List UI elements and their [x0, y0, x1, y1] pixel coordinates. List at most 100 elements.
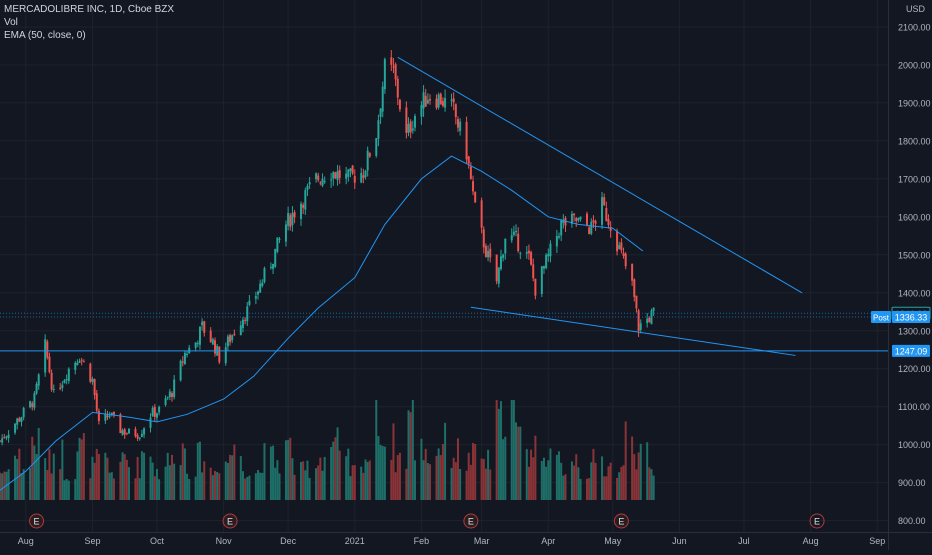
candle-body: [35, 384, 38, 394]
volume-bar: [22, 469, 25, 500]
volume-bar: [601, 456, 604, 500]
candle-body: [368, 153, 371, 157]
candle-body: [304, 190, 307, 210]
volume-bar: [575, 454, 578, 500]
volume-bar: [336, 427, 339, 500]
y-tick-label: 1900.00: [898, 98, 931, 108]
volume-bar: [119, 461, 122, 500]
candle-body: [594, 221, 597, 224]
volume-bar: [108, 472, 111, 500]
volume-bar: [110, 472, 113, 500]
volume-bar: [353, 465, 356, 500]
candle-body: [547, 253, 550, 257]
volume-bar: [248, 475, 251, 500]
candle-body: [609, 226, 612, 232]
symbol-title[interactable]: MERCADOLIBRE INC, 1D, Cboe BZX: [4, 4, 175, 15]
volume-bar: [639, 443, 642, 500]
candle-body: [648, 317, 651, 323]
candle-body: [549, 243, 552, 257]
volume-bar: [179, 465, 182, 500]
candle-body: [585, 213, 588, 226]
volume-bar: [585, 478, 588, 500]
candle-body: [224, 347, 227, 364]
volume-bar: [20, 473, 23, 500]
candle-body: [138, 437, 141, 439]
volume-bar: [484, 468, 487, 500]
volume-bar: [63, 480, 66, 500]
volume-bar: [555, 454, 558, 500]
candle-body: [487, 250, 490, 258]
volume-bar: [504, 436, 507, 500]
candle-body: [317, 175, 320, 181]
candle-body: [347, 169, 350, 177]
candle-body: [426, 99, 429, 104]
y-tick-label: 1100.00: [898, 402, 930, 412]
candle-body: [121, 430, 124, 435]
chart-legend: MERCADOLIBRE INC, 1D, Cboe BZX Vol EMA (…: [4, 3, 174, 42]
post-price-label-box: [892, 310, 930, 323]
candle-body: [18, 418, 21, 422]
candle-body: [383, 59, 386, 90]
volume-bar: [155, 468, 158, 500]
volume-bar: [618, 472, 621, 500]
candle-body: [171, 393, 174, 397]
volume-indicator-label[interactable]: Vol: [4, 17, 18, 28]
candle-body: [616, 231, 619, 252]
candle-body: [67, 368, 70, 382]
volume-bar: [241, 471, 244, 500]
candle-body: [44, 339, 47, 373]
x-tick-label: Aug: [18, 536, 34, 546]
volume-bar: [534, 435, 537, 500]
volume-bar: [592, 448, 595, 500]
candle-body: [588, 227, 591, 234]
candle-body: [497, 267, 500, 284]
candle-body: [263, 268, 266, 282]
candle-body: [181, 361, 184, 363]
ema-line: [0, 155, 644, 491]
lower-trendline: [470, 306, 796, 356]
volume-bar: [648, 467, 651, 500]
candle-body: [633, 279, 636, 297]
candle-body: [143, 428, 146, 435]
drawing-layer[interactable]: [0, 56, 888, 356]
x-tick-label: Nov: [216, 536, 233, 546]
candle-layer: [0, 50, 655, 446]
candle-body: [392, 66, 395, 68]
currency-label: USD: [906, 4, 926, 14]
candle-body: [405, 107, 408, 133]
volume-bar: [229, 454, 232, 500]
volume-bar: [138, 478, 141, 500]
candle-body: [196, 343, 199, 345]
volume-bar: [224, 461, 227, 500]
candle-body: [504, 238, 507, 254]
candle-body: [534, 278, 537, 296]
volume-bar: [173, 463, 176, 500]
earnings-label: E: [227, 517, 233, 527]
volume-bar: [381, 445, 384, 500]
volume-bar: [560, 462, 563, 500]
candle-body: [465, 121, 468, 160]
volume-bar: [198, 441, 201, 500]
volume-bar: [405, 468, 408, 500]
volume-bar: [35, 454, 38, 500]
y-tick-label: 1200.00: [898, 364, 931, 374]
volume-bar: [14, 455, 17, 500]
candle-body: [95, 393, 98, 411]
candle-body: [112, 412, 115, 415]
volume-bar: [82, 433, 85, 500]
ema-indicator-label[interactable]: EMA (50, close, 0): [4, 30, 86, 41]
volume-bar: [562, 475, 565, 500]
volume-bar: [487, 449, 490, 500]
candle-body: [276, 237, 279, 252]
candle-body: [211, 339, 214, 345]
candle-body: [46, 341, 49, 358]
candle-body: [454, 104, 457, 118]
candle-body: [444, 98, 447, 108]
candle-body: [639, 323, 642, 330]
volume-bar: [246, 476, 249, 500]
earnings-icon: [809, 513, 825, 529]
volume-bar: [512, 400, 515, 500]
